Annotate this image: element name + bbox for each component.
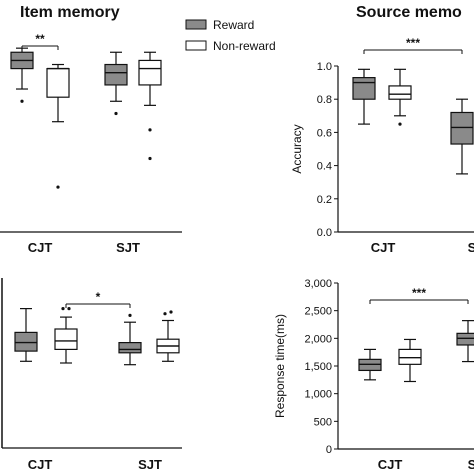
legend-label-reward: Reward <box>213 18 254 32</box>
outlier-point <box>398 122 402 126</box>
y-tick-label: 1,000 <box>304 389 332 401</box>
chart-marks: **0.00.20.40.60.81.0****05001,0001,5002,… <box>10 32 474 456</box>
panel-title-item-memory: Item memory <box>20 4 120 21</box>
box-reward <box>118 342 142 354</box>
outlier-point <box>163 312 167 316</box>
y-tick-label: 1.0 <box>317 61 332 73</box>
outlier-point <box>114 111 118 116</box>
y-tick-label: 2,000 <box>304 333 332 345</box>
outlier-point <box>20 99 24 103</box>
legend-label-nonreward: Non-reward <box>213 39 276 53</box>
box-reward <box>14 331 38 352</box>
y-tick-label: 500 <box>314 416 332 428</box>
box-non-reward <box>46 67 70 98</box>
outlier-point <box>61 307 65 311</box>
y-tick-label: 0.8 <box>317 94 332 106</box>
legend-swatch-nonreward <box>185 40 207 51</box>
panel-b-ylabel: Accuracy <box>290 124 304 173</box>
box-non-reward <box>388 85 412 100</box>
panel-d-cat-cjt: CJT <box>378 457 403 472</box>
significance-label: * <box>96 290 101 304</box>
significance-label: *** <box>412 286 426 300</box>
outlier-point <box>148 128 152 132</box>
panel-b-cat-s: S <box>468 240 474 255</box>
legend-swatch-reward <box>185 19 207 30</box>
y-tick-label: 0.4 <box>317 161 332 173</box>
y-tick-label: 3,000 <box>304 278 332 290</box>
y-tick-label: 2,500 <box>304 306 332 318</box>
y-tick-label: 0.6 <box>317 127 332 139</box>
outlier-point <box>67 307 71 311</box>
outlier-point <box>56 185 60 189</box>
box-reward <box>456 332 474 346</box>
y-tick-label: 0.0 <box>317 227 332 239</box>
y-tick-label: 1,500 <box>304 361 332 373</box>
panel-b-cat-cjt: CJT <box>371 240 396 255</box>
outlier-point <box>148 156 152 161</box>
panel-a-cat-cjt: CJT <box>28 240 53 255</box>
panel-d-ylabel: Response time(ms) <box>273 314 287 418</box>
outlier-point <box>169 310 173 314</box>
box-reward <box>450 111 474 145</box>
outlier-point <box>128 313 132 317</box>
significance-label: *** <box>406 36 420 50</box>
panel-a-cat-sjt: SJT <box>116 240 140 255</box>
box-non-reward <box>398 348 422 365</box>
significance-label: ** <box>35 32 45 46</box>
box-non-reward <box>138 59 162 86</box>
box-non-reward <box>54 328 78 350</box>
box-reward <box>104 63 128 86</box>
panel-c-cat-sjt: SJT <box>138 457 162 472</box>
panel-d-cat-s: S <box>468 457 474 472</box>
panel-title-source-memory: Source memo <box>356 4 462 21</box>
box-reward <box>352 77 376 100</box>
y-tick-label: 0 <box>326 444 332 456</box>
panel-c-cat-cjt: CJT <box>28 457 53 472</box>
y-tick-label: 0.2 <box>317 194 332 206</box>
